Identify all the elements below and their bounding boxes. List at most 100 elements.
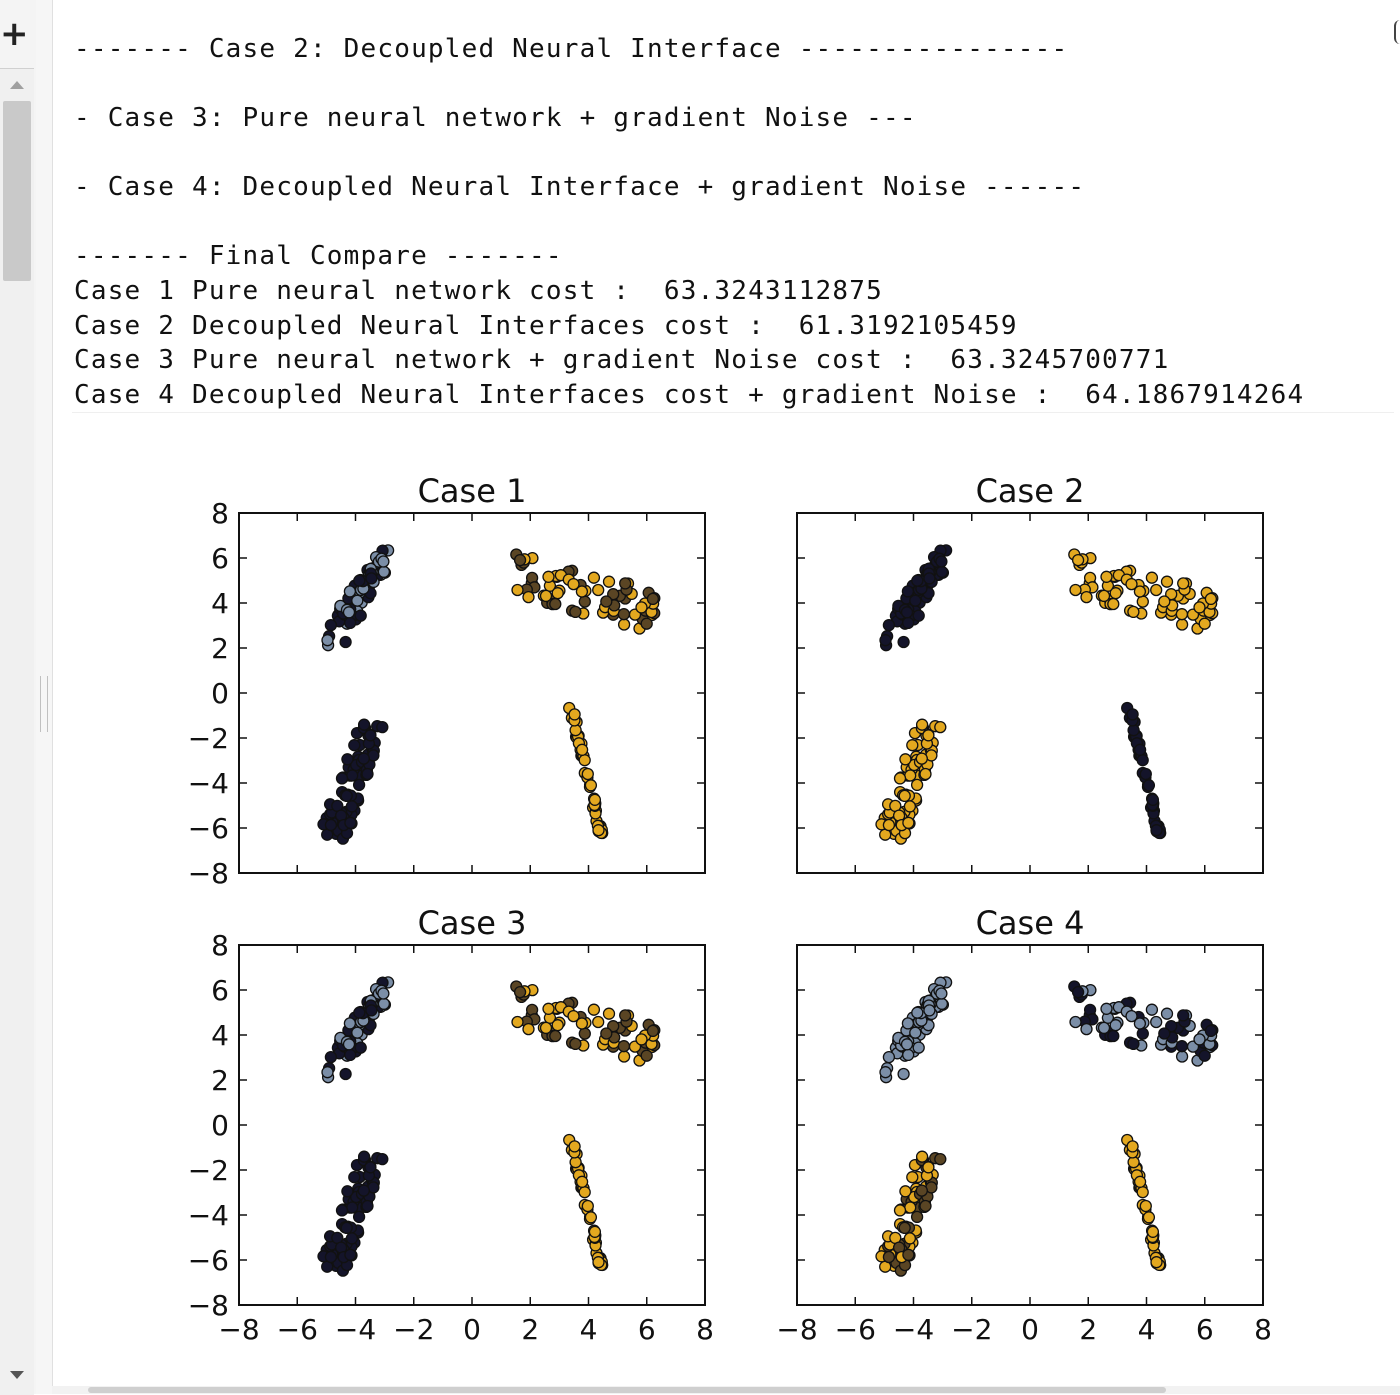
data-point [607,588,620,601]
y-tick-label: −8 [188,857,229,890]
console-line: Case 3 Pure neural network + gradient No… [74,345,1170,375]
data-point [1080,590,1093,604]
subplot: Case 2 [796,472,1264,874]
data-point [1127,605,1140,619]
data-point [1165,1020,1178,1033]
scroll-down-arrow-icon[interactable] [10,1371,24,1379]
data-point [640,617,653,630]
vertical-scrollbar[interactable] [0,68,34,1395]
data-point [353,1006,366,1019]
data-point [617,608,631,621]
data-point [646,1024,660,1038]
data-point [584,779,598,792]
data-point [635,601,648,614]
data-point [578,754,591,767]
data-point [567,577,580,591]
data-point [361,767,374,781]
data-point [364,729,377,742]
data-point [617,1040,631,1053]
data-point [915,1150,929,1163]
data-point [882,818,896,832]
data-point [324,1250,338,1264]
data-point [344,1048,357,1062]
data-point [575,1175,589,1188]
add-cell-button[interactable]: + [0,14,29,54]
data-point [377,555,390,568]
plot-frame [238,944,706,1306]
data-point [345,1232,359,1245]
y-tick-label: −2 [188,722,229,755]
data-point [1204,1024,1218,1038]
data-point [364,1161,377,1174]
y-tick-label: 6 [211,542,229,575]
data-point [539,1021,553,1035]
x-tick-label: 0 [1021,1313,1039,1346]
data-point [1125,1009,1138,1023]
plot-frame [796,512,1264,874]
x-tick-label: 4 [580,1313,598,1346]
data-point [1126,708,1139,721]
pane-splitter[interactable] [36,0,53,1394]
horizontal-scrollbar-thumb[interactable] [88,1387,1166,1393]
x-tick-label: 6 [1196,1313,1214,1346]
data-point [1177,577,1190,590]
data-point [513,985,527,999]
data-point [1145,571,1159,584]
data-point [897,635,910,649]
data-point [1150,1256,1163,1269]
y-tick-label: −4 [188,767,229,800]
data-point [1071,553,1085,567]
data-point [906,739,919,752]
x-tick-label: 2 [1079,1313,1097,1346]
data-point [542,570,555,583]
console-line: ------- Final Compare ------- [74,241,563,271]
data-point [1150,824,1163,837]
scrollbar-thumb[interactable] [3,101,31,281]
data-point [607,1020,620,1033]
scatter-figure: Case 1 −8 −6 −4 −2 0 2 4 6 8 Case 2 Case 3 −8 −6 −4 −2 0… [188,472,1272,1346]
data-point [342,606,356,619]
data-point [551,587,564,600]
data-point [935,987,948,1000]
data-point [646,592,660,606]
data-point [581,1199,594,1213]
data-point [1160,575,1174,588]
data-point [898,1221,911,1235]
data-point [900,1038,914,1051]
data-point [893,772,907,785]
data-point [324,818,338,832]
data-point [1165,588,1178,601]
data-point [919,767,932,781]
data-point [575,585,589,598]
splitter-grip-icon[interactable] [40,676,48,732]
data-point [1175,1050,1189,1063]
x-tick-label: 6 [638,1313,656,1346]
data-point [348,1171,361,1184]
data-point [578,1027,591,1040]
x-tick-label: −6 [835,1313,876,1346]
data-point [377,565,391,578]
data-point [903,800,917,813]
data-point [511,583,524,597]
x-tick-label: −2 [951,1313,992,1346]
data-point [376,1152,389,1166]
data-point [1158,595,1171,608]
data-point [321,634,334,647]
data-point [345,800,359,813]
horizontal-scrollbar[interactable] [52,1386,1400,1394]
x-tick-label: −4 [893,1313,934,1346]
data-point [352,1210,366,1224]
data-point [567,1009,580,1023]
data-point [340,789,353,803]
y-tick-label: 8 [211,497,229,530]
data-point [934,720,947,734]
scroll-up-arrow-icon[interactable] [10,81,24,89]
subplot-title: Case 4 [976,904,1085,942]
data-point [1158,1027,1171,1040]
subplot: Case 4 −8 −6 −4 −2 0 2 4 6 8 [776,904,1272,1346]
data-point [898,789,911,803]
data-point [376,720,389,734]
y-tick-label: 6 [211,974,229,1007]
data-point [354,1041,367,1054]
data-point [588,793,602,806]
